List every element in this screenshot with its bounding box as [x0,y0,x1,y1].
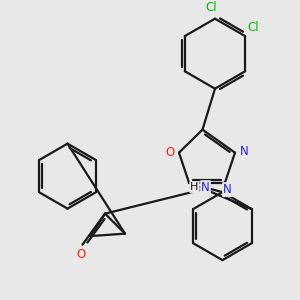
Text: O: O [166,146,175,159]
Text: Cl: Cl [205,1,217,14]
Text: N: N [201,181,210,194]
Text: H: H [190,182,199,192]
Text: O: O [76,248,85,261]
Text: Cl: Cl [247,21,259,34]
Text: N: N [223,183,232,196]
Text: N: N [240,145,248,158]
